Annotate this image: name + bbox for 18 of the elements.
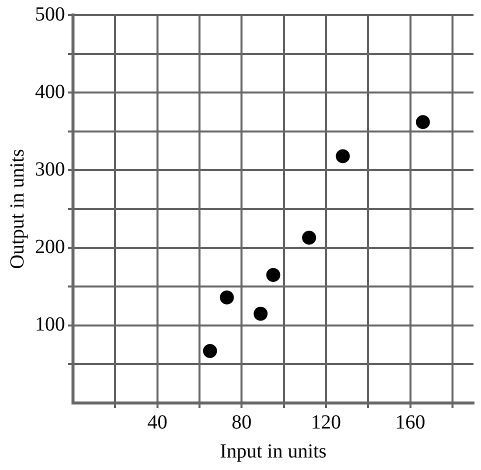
point [266,268,280,282]
y-tick-label: 100 [35,314,65,336]
x-tick-label: 40 [147,411,168,434]
x-axis-title: Input in units [220,440,327,462]
x-tick-label: 120 [310,411,341,434]
y-axis-title: Output in units [6,148,28,270]
point [416,115,430,130]
point [203,344,218,358]
point [254,306,268,321]
point [302,230,316,245]
y-tick-label: 300 [35,158,65,180]
point [336,149,350,164]
y-tick-label: 400 [35,80,65,103]
y-tick-label: 200 [35,236,65,258]
y-tick-label: 500 [35,3,65,26]
x-tick-label: 160 [395,411,426,434]
point [220,290,234,304]
x-tick-label: 80 [232,411,252,434]
